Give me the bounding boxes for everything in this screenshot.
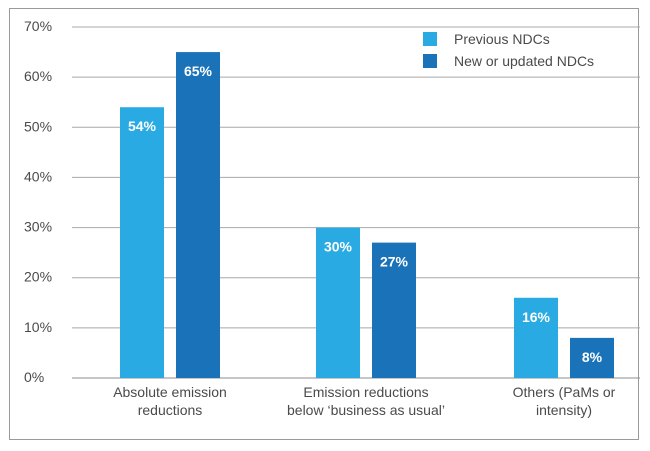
- bar: [372, 242, 416, 378]
- data-label: 16%: [522, 309, 551, 325]
- bar: [570, 337, 614, 378]
- category-label: Others (PaMs or: [513, 384, 616, 400]
- category-label: reductions: [138, 402, 203, 418]
- y-axis-ticks: 0% 10% 20% 30% 40% 50% 60% 70%: [24, 18, 52, 385]
- bar: [120, 107, 164, 378]
- legend-label: Previous NDCs: [454, 31, 550, 47]
- y-tick-label: 30%: [24, 219, 52, 235]
- y-tick-label: 60%: [24, 68, 52, 84]
- bar: [176, 52, 220, 378]
- data-label: 27%: [380, 254, 409, 270]
- bars: 54% 65% 30% 27% 16% 8%: [120, 52, 614, 378]
- bar: [316, 227, 360, 378]
- category-label: intensity): [536, 402, 592, 418]
- y-tick-label: 50%: [24, 118, 52, 134]
- legend-swatch: [423, 32, 437, 46]
- legend-swatch: [423, 54, 437, 68]
- y-tick-label: 20%: [24, 269, 52, 285]
- x-axis-labels: Absolute emission reductions Emission redu…: [113, 384, 615, 418]
- data-label: 30%: [324, 239, 353, 255]
- y-tick-label: 0%: [24, 369, 44, 385]
- category-label: below ‘business as usual’: [287, 402, 445, 418]
- category-label: Absolute emission: [113, 384, 227, 400]
- bar: [514, 297, 558, 378]
- legend: Previous NDCs New or updated NDCs: [423, 31, 594, 69]
- y-tick-label: 40%: [24, 168, 52, 184]
- y-tick-label: 70%: [24, 18, 52, 34]
- data-label: 8%: [582, 349, 603, 365]
- legend-label: New or updated NDCs: [454, 53, 594, 69]
- data-label: 54%: [128, 118, 157, 134]
- y-tick-label: 10%: [24, 319, 52, 335]
- category-label: Emission reductions: [303, 384, 428, 400]
- data-label: 65%: [184, 63, 213, 79]
